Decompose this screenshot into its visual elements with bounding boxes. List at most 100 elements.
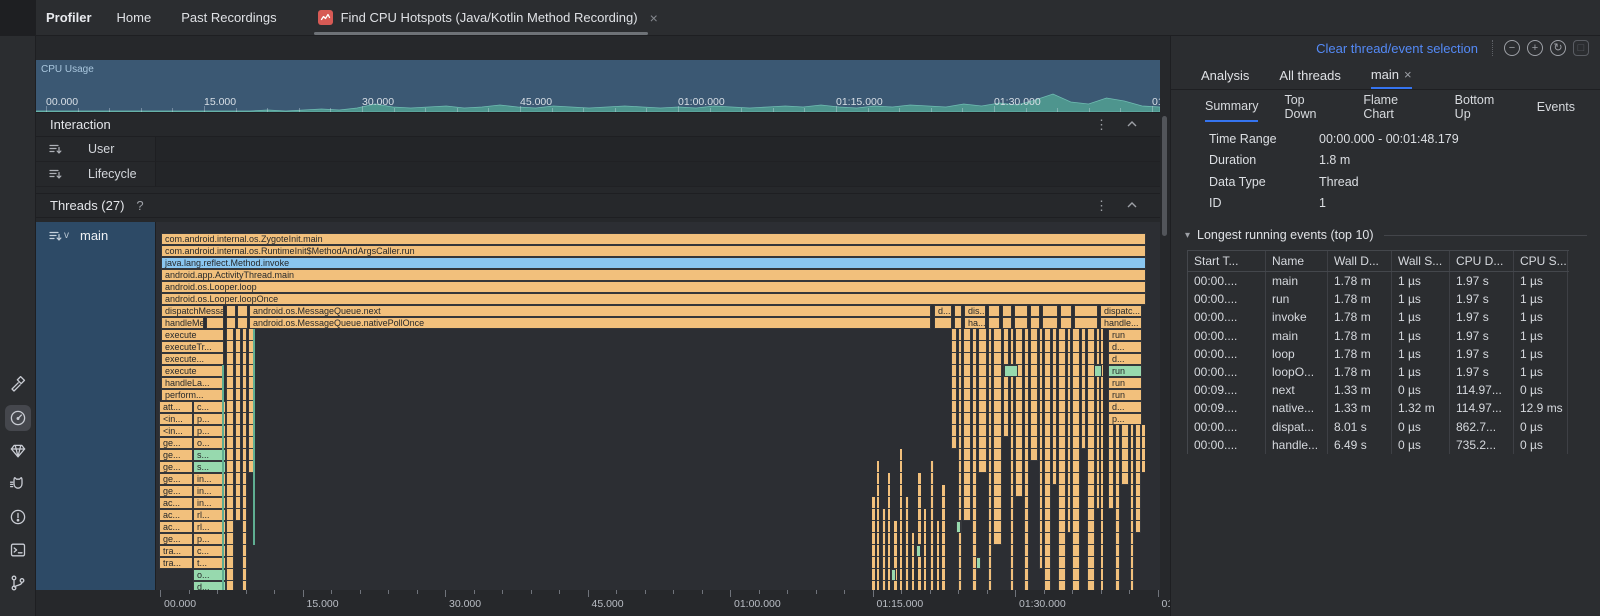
flame-cell[interactable]: dis... bbox=[964, 305, 986, 317]
flame-cell[interactable]: execute bbox=[161, 365, 224, 377]
flame-cell[interactable]: run bbox=[1108, 389, 1142, 401]
interaction-row-user[interactable]: User bbox=[36, 137, 1160, 162]
flame-cell[interactable] bbox=[916, 545, 921, 557]
threads-section-header[interactable]: Threads (27) ? ⋮ bbox=[36, 193, 1160, 218]
flame-cell[interactable]: in... bbox=[193, 497, 226, 509]
menu-item-home[interactable]: Home bbox=[116, 10, 152, 25]
track-options-icon[interactable] bbox=[48, 142, 63, 157]
flame-cell[interactable] bbox=[976, 557, 981, 569]
flame-cell[interactable] bbox=[1004, 365, 1018, 377]
table-header-cell[interactable]: CPU S... bbox=[1514, 251, 1568, 271]
flame-cell[interactable]: d... bbox=[1108, 401, 1142, 413]
table-header-cell[interactable]: Name bbox=[1266, 251, 1328, 271]
table-header-cell[interactable]: Start T... bbox=[1188, 251, 1266, 271]
flame-cell[interactable] bbox=[237, 317, 248, 329]
flame-cell[interactable] bbox=[891, 569, 896, 581]
flame-cell[interactable]: in... bbox=[193, 473, 226, 485]
reset-zoom-icon[interactable]: ↻ bbox=[1550, 40, 1566, 56]
flame-cell[interactable]: android.os.MessageQueue.next bbox=[249, 305, 931, 317]
flame-cell[interactable]: android.os.MessageQueue.nativePollOnce bbox=[249, 317, 931, 329]
table-header-cell[interactable]: Wall D... bbox=[1328, 251, 1392, 271]
flame-cell[interactable]: run bbox=[1108, 365, 1142, 377]
tab-all-threads[interactable]: All threads bbox=[1279, 62, 1340, 89]
flame-cell[interactable] bbox=[988, 317, 1000, 329]
flame-cell[interactable]: d... bbox=[193, 581, 226, 590]
subtab-events[interactable]: Events bbox=[1536, 100, 1576, 114]
flame-cell[interactable] bbox=[956, 521, 961, 533]
tab-close-icon[interactable]: × bbox=[1404, 67, 1412, 82]
flame-cell[interactable]: dispatchMessa... bbox=[161, 305, 224, 317]
main-thread-label-column[interactable]: v main bbox=[36, 222, 155, 590]
flame-cell[interactable]: java.lang.reflect.Method.invoke bbox=[161, 257, 1146, 269]
flame-cell[interactable]: handleMes... bbox=[161, 317, 204, 329]
logcat-icon[interactable] bbox=[5, 471, 31, 497]
flame-cell[interactable]: ac... bbox=[159, 509, 193, 521]
flame-cell[interactable]: run bbox=[1108, 329, 1142, 341]
flame-cell[interactable]: android.os.Looper.loopOnce bbox=[161, 293, 1146, 305]
flame-cell[interactable] bbox=[1074, 317, 1098, 329]
track-options-icon[interactable] bbox=[48, 167, 63, 182]
flame-cell[interactable] bbox=[237, 305, 248, 317]
flame-cell[interactable]: rl... bbox=[193, 521, 226, 533]
flame-cell[interactable]: p... bbox=[1108, 413, 1142, 425]
table-header-cell[interactable]: CPU D... bbox=[1450, 251, 1514, 271]
chevron-down-icon[interactable]: ▾ bbox=[1185, 229, 1191, 241]
track-options-icon[interactable] bbox=[48, 229, 63, 244]
flame-cell[interactable]: att... bbox=[159, 401, 193, 413]
tab-find-cpu-hotspots[interactable]: Find CPU Hotspots (Java/Kotlin Method Re… bbox=[308, 0, 668, 36]
flame-cell[interactable]: ge... bbox=[159, 473, 193, 485]
build-hammer-icon[interactable] bbox=[5, 372, 31, 398]
kebab-menu-icon[interactable]: ⋮ bbox=[1095, 197, 1108, 213]
flame-cell[interactable]: dispatc... bbox=[1100, 305, 1142, 317]
flame-cell[interactable]: ge... bbox=[159, 461, 193, 473]
flame-cell[interactable]: p... bbox=[193, 425, 226, 437]
flame-cell[interactable]: ha... bbox=[964, 317, 986, 329]
flame-cell[interactable]: c... bbox=[193, 401, 226, 413]
lifecycle-track[interactable] bbox=[155, 162, 1160, 187]
flame-cell[interactable]: execute bbox=[161, 329, 224, 341]
flame-cell[interactable] bbox=[1042, 305, 1058, 317]
flame-chart-canvas[interactable]: com.android.internal.os.ZygoteInit.main c… bbox=[155, 222, 1160, 590]
flame-cell[interactable] bbox=[1074, 305, 1098, 317]
flame-cell[interactable]: ge... bbox=[159, 449, 193, 461]
flame-cell[interactable]: ac... bbox=[159, 497, 193, 509]
flame-cell[interactable]: o... bbox=[193, 569, 226, 581]
flame-cell[interactable]: tra... bbox=[159, 557, 193, 569]
flame-cell[interactable]: ge... bbox=[159, 533, 193, 545]
flame-cell[interactable]: s... bbox=[193, 461, 226, 473]
flame-cell[interactable] bbox=[1030, 317, 1040, 329]
tab-close-icon[interactable]: × bbox=[649, 9, 658, 26]
user-track[interactable] bbox=[155, 137, 1160, 162]
flame-cell[interactable] bbox=[934, 317, 952, 329]
flame-cell[interactable]: tra... bbox=[159, 545, 193, 557]
flame-cell[interactable]: execute... bbox=[161, 353, 224, 365]
flame-cell[interactable] bbox=[954, 305, 962, 317]
flame-cell[interactable]: handleLa... bbox=[161, 377, 224, 389]
flame-cell[interactable]: ac... bbox=[159, 521, 193, 533]
flame-cell[interactable]: <in... bbox=[159, 425, 193, 437]
flame-cell[interactable]: rl... bbox=[193, 509, 226, 521]
flame-cell[interactable] bbox=[954, 317, 962, 329]
flame-cell[interactable]: com.android.internal.os.RuntimeInit$Meth… bbox=[161, 245, 1146, 257]
flame-cell[interactable] bbox=[1014, 305, 1028, 317]
table-header-cell[interactable]: Wall S... bbox=[1392, 251, 1450, 271]
subtab-flame-chart[interactable]: Flame Chart bbox=[1363, 93, 1399, 121]
flame-cell[interactable] bbox=[1002, 317, 1012, 329]
expand-chevron-icon[interactable]: v bbox=[64, 230, 69, 241]
table-row[interactable]: 00:09.... native... 1.33 m 1.32 m 114.97... 1… bbox=[1188, 399, 1569, 418]
flame-cell[interactable]: d... bbox=[934, 305, 952, 317]
profiler-gauge-icon[interactable] bbox=[5, 405, 31, 431]
flame-cell[interactable] bbox=[1094, 365, 1102, 377]
tab-analysis[interactable]: Analysis bbox=[1201, 62, 1249, 89]
cpu-usage-track[interactable]: CPU Usage 00.000 15.000 30.000 45.000 01:00.… bbox=[36, 60, 1160, 112]
flame-cell[interactable]: in... bbox=[193, 485, 226, 497]
collapse-chevron-icon[interactable] bbox=[1126, 117, 1138, 132]
flame-cell[interactable]: s... bbox=[193, 449, 226, 461]
flame-cell[interactable]: executeTr... bbox=[161, 341, 224, 353]
threads-help-icon[interactable]: ? bbox=[136, 198, 144, 213]
